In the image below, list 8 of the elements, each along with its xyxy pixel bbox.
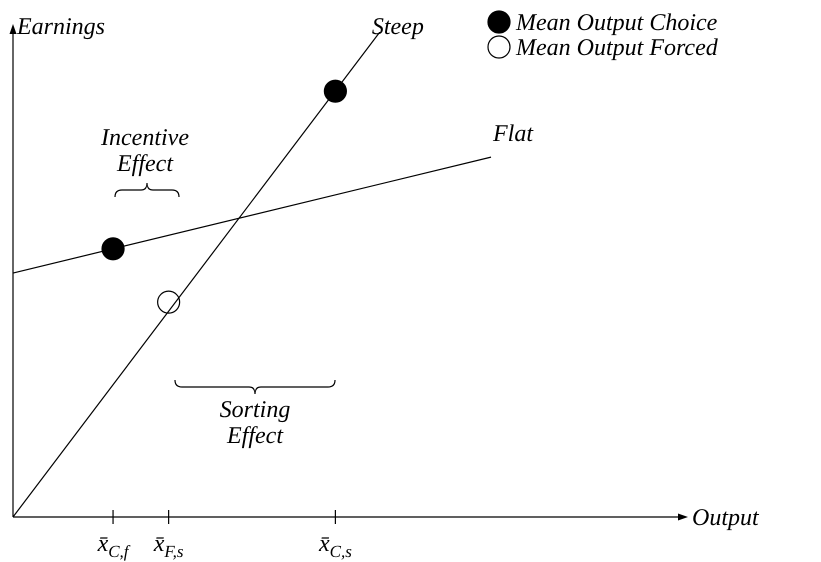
legend-label: Mean Output Choice: [515, 10, 718, 36]
series-label: Steep: [372, 14, 424, 40]
series-label: Flat: [492, 121, 534, 148]
annotation: Incentive Effect: [100, 125, 190, 177]
x-axis-title: Output: [692, 505, 760, 531]
legend-label: Mean Output Forced: [515, 35, 719, 61]
annotation: Sorting Effect: [220, 397, 290, 449]
y-axis-title: Earnings: [16, 14, 106, 40]
